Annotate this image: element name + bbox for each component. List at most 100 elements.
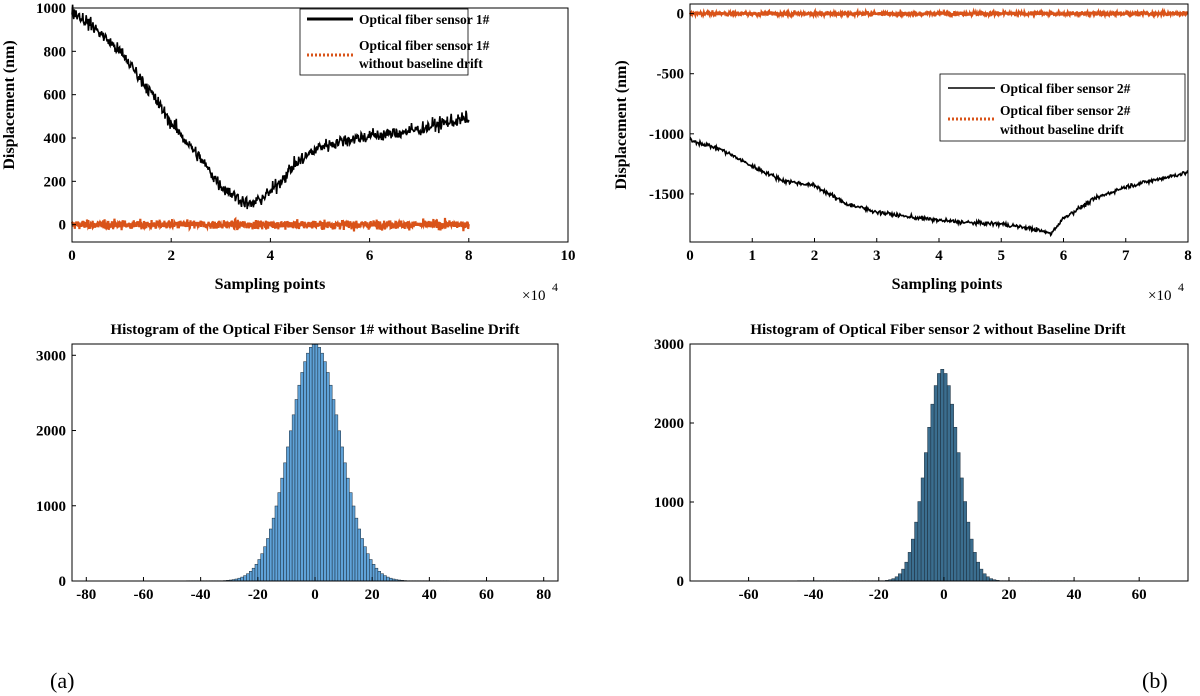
chart-b-top-xlabel: Sampling points bbox=[892, 276, 1003, 293]
chart-a-bottom-bar bbox=[351, 505, 356, 582]
chart-a-top-ytick-label-2: 400 bbox=[44, 131, 67, 147]
chart-b-top-xticks: 0 1 2 3 4 5 6 7 8 bbox=[686, 238, 1192, 264]
chart-b-bottom-xtick-label-1: -40 bbox=[804, 587, 824, 603]
chart-a-top-yticks: 0 200 400 600 800 1000 bbox=[36, 1, 76, 234]
chart-b-bottom-xtick-label-0: -60 bbox=[739, 587, 759, 603]
chart-a-bottom-bar bbox=[334, 414, 339, 582]
chart-b-bottom-bar bbox=[946, 385, 951, 582]
chart-b-bottom-bar bbox=[985, 576, 990, 582]
chart-b-bottom-bar bbox=[956, 452, 961, 582]
chart-a-top-axes bbox=[71, 7, 569, 243]
chart-b-bottom-xtick-label-5: 40 bbox=[1067, 587, 1082, 603]
chart-a-bottom-ytick-label-0: 0 bbox=[59, 574, 67, 590]
chart-a-bottom-bar bbox=[246, 573, 250, 582]
chart-a-bottom-ytick-label-3: 3000 bbox=[36, 348, 66, 364]
chart-a-bottom-bar bbox=[314, 344, 319, 582]
chart-a-bottom-bar bbox=[386, 576, 390, 582]
chart-b-bottom-ytick-label-3: 3000 bbox=[654, 337, 684, 353]
chart-a-bottom-xtick-label-4: 0 bbox=[311, 587, 319, 603]
chart-b-bottom-xtick-label-6: 60 bbox=[1132, 587, 1147, 603]
chart-a-bottom-bar bbox=[303, 361, 307, 582]
chart-a-bottom-bar bbox=[260, 553, 264, 582]
chart-b-bottom-bar bbox=[924, 452, 928, 582]
chart-b-bottom-ytick-label-0: 0 bbox=[677, 574, 685, 590]
chart-a-bottom-bar bbox=[363, 546, 367, 582]
chart-a-top-xlabel: Sampling points bbox=[215, 276, 326, 293]
chart-b-bottom-xtick-label-2: -20 bbox=[869, 587, 889, 603]
chart-a-bottom-bar bbox=[340, 446, 344, 582]
chart-b-top-xtick-label-7: 7 bbox=[1122, 248, 1130, 264]
chart-b-bottom-bar bbox=[927, 427, 932, 582]
legend-b-sensor2-label: Optical fiber sensor 2# bbox=[1000, 81, 1131, 96]
chart-a-bottom-xtick-label-5: 20 bbox=[365, 587, 380, 603]
chart-a-bottom-bar bbox=[291, 414, 296, 582]
chart-a-bottom-bar bbox=[337, 430, 341, 582]
chart-b-bottom-bar bbox=[894, 576, 899, 582]
chart-a-bottom-bar bbox=[283, 462, 287, 582]
chart-a-bottom-bar bbox=[331, 399, 336, 582]
chart-a-bottom-bar bbox=[306, 352, 310, 582]
chart-b-top-exponent-power: 4 bbox=[1178, 280, 1184, 294]
chart-a-bottom-bar bbox=[263, 546, 267, 582]
chart-a-bottom-bar bbox=[249, 571, 253, 582]
chart-b-top-series bbox=[688, 7, 1189, 238]
chart-b-bottom-bar bbox=[930, 403, 935, 582]
chart-b-bottom-xtick-label-3: 0 bbox=[940, 587, 948, 603]
chart-a-bottom-ytick-label-2: 2000 bbox=[36, 424, 66, 440]
chart-b-bottom-bar bbox=[904, 561, 909, 582]
chart-b-top-series-1 bbox=[689, 136, 1189, 238]
chart-b-bottom-bars bbox=[797, 369, 1075, 582]
chart-a-bottom-bar bbox=[357, 528, 361, 582]
chart-b-bottom-bar bbox=[914, 521, 919, 582]
chart-a-top-xtick-label-0: 0 bbox=[68, 248, 76, 264]
chart-b-bottom-bar bbox=[972, 552, 977, 582]
chart-a-bottom-bar bbox=[289, 430, 293, 582]
chart-a-bottom-bar bbox=[317, 347, 321, 582]
chart-a-bottom-bar bbox=[297, 384, 301, 582]
legend-a-nodrift-label-1: Optical fiber sensor 1# bbox=[359, 38, 490, 53]
chart-b-top: 0 1 2 3 4 5 6 7 8 0 -500 -1000 -1500 Sampling point… bbox=[613, 3, 1192, 304]
panel-label-b: (b) bbox=[1142, 668, 1168, 693]
chart-a-top-ylabel: Displacement (nm) bbox=[1, 40, 18, 169]
chart-a-bottom-bar bbox=[251, 567, 256, 582]
chart-b-top-ytick-label-2: -1000 bbox=[649, 127, 684, 143]
chart-a-bottom: Histogram of the Optical Fiber Sensor 1#… bbox=[36, 322, 559, 603]
chart-b-top-xtick-label-2: 2 bbox=[811, 248, 819, 264]
chart-a-top-series bbox=[70, 4, 470, 233]
chart-a-bottom-bar bbox=[320, 352, 324, 582]
chart-b-bottom-bar bbox=[963, 501, 967, 582]
chart-a-top-xtick-label-4: 8 bbox=[465, 248, 473, 264]
chart-b-top-legend: Optical fiber sensor 2# Optical fiber se… bbox=[939, 73, 1186, 142]
chart-b-top-ytick-label-3: -1500 bbox=[649, 187, 684, 203]
chart-a-bottom-bar bbox=[383, 575, 387, 582]
chart-a-bottom-bar bbox=[311, 344, 316, 582]
chart-a-bottom-yticks: 0 1000 2000 3000 bbox=[36, 348, 76, 590]
chart-a-bottom-bar bbox=[294, 399, 299, 582]
chart-b-top-ytick-label-1: -500 bbox=[657, 67, 685, 83]
chart-a-bottom-bar bbox=[240, 576, 244, 582]
chart-b-bottom-bar bbox=[969, 538, 974, 582]
chart-b-bottom-bar bbox=[959, 477, 964, 582]
chart-a-bottom-bar bbox=[366, 553, 370, 582]
chart-b-bottom-bar bbox=[940, 369, 945, 582]
legend-b-nodrift-label-1: Optical fiber sensor 2# bbox=[1000, 103, 1131, 118]
chart-b-bottom-bar bbox=[901, 568, 906, 582]
chart-b-top-yticks: 0 -500 -1000 -1500 bbox=[649, 7, 694, 203]
chart-b-bottom-title: Histogram of Optical Fiber sensor 2 with… bbox=[750, 322, 1125, 338]
chart-a-bottom-xtick-label-0: -80 bbox=[76, 587, 96, 603]
chart-a-bottom-bar bbox=[309, 347, 313, 582]
chart-a-bottom-xtick-label-2: -40 bbox=[191, 587, 211, 603]
chart-a-bottom-xtick-label-8: 80 bbox=[536, 587, 551, 603]
chart-a-bottom-xtick-label-7: 60 bbox=[479, 587, 494, 603]
chart-b-bottom-bar bbox=[976, 561, 980, 582]
chart-b-top-ylabel: Displacement (nm) bbox=[613, 60, 630, 189]
chart-a-top-xticks: 0 2 4 6 8 10 bbox=[68, 238, 576, 264]
chart-b-bottom-ytick-label-1: 1000 bbox=[654, 495, 684, 511]
chart-b-bottom-ytick-label-2: 2000 bbox=[654, 416, 684, 432]
chart-a-top-series-1 bbox=[71, 4, 470, 210]
chart-a-bottom-bar bbox=[329, 384, 333, 582]
chart-a-bottom-bar bbox=[271, 517, 276, 582]
chart-b-bottom-bar bbox=[982, 573, 987, 582]
chart-a-bottom-bar bbox=[269, 528, 273, 582]
